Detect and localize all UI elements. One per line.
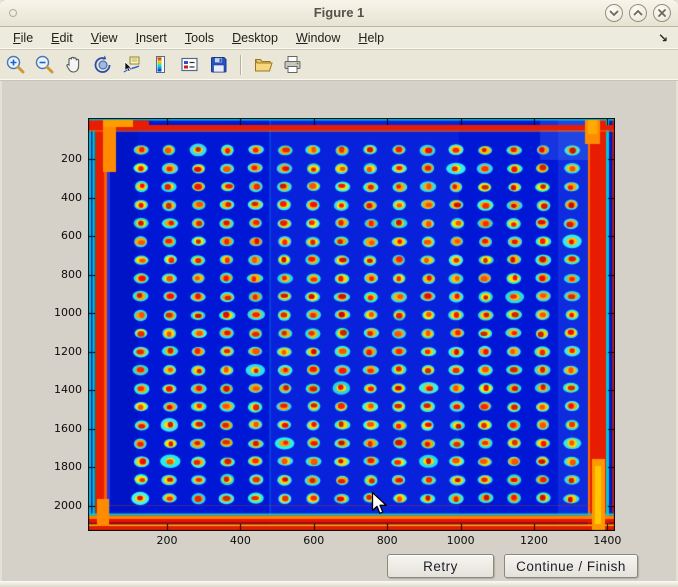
rotate-3d-icon xyxy=(94,55,111,73)
menu-desktop[interactable]: Desktop xyxy=(232,30,278,45)
zoom-in-button[interactable] xyxy=(3,52,28,77)
figure-toolbar xyxy=(0,50,678,79)
x-tick-label: 600 xyxy=(303,534,325,547)
close-button[interactable] xyxy=(653,4,671,22)
continue-finish-button[interactable]: Continue / Finish xyxy=(504,554,638,578)
rotate-3d-button[interactable] xyxy=(90,52,115,77)
hand-icon xyxy=(66,56,80,73)
save-icon xyxy=(211,57,227,73)
window-bottom-edge xyxy=(0,581,678,587)
pan-button[interactable] xyxy=(61,52,86,77)
printer-icon xyxy=(284,56,301,73)
print-figure-button[interactable] xyxy=(280,52,305,77)
window-controls xyxy=(605,4,671,22)
y-tick-label: 1400 xyxy=(54,383,82,396)
window-title: Figure 1 xyxy=(313,5,365,20)
zoom-in-icon xyxy=(6,55,25,74)
y-tick-label: 2000 xyxy=(54,498,82,512)
y-tick-label: 200 xyxy=(61,152,82,165)
chevron-down-icon xyxy=(609,10,619,17)
menu-bar: File Edit View Insert Tools Desktop Wind… xyxy=(0,27,678,48)
minimize-button[interactable] xyxy=(605,4,623,22)
menu-tools[interactable]: Tools xyxy=(184,30,215,45)
menu-file[interactable]: File xyxy=(13,30,34,45)
close-icon xyxy=(658,9,666,17)
zoom-out-icon xyxy=(35,55,54,74)
x-tick-label: 1400 xyxy=(593,534,622,547)
x-tick-label: 400 xyxy=(229,534,251,547)
x-tick-label: 800 xyxy=(376,534,398,547)
maximize-button[interactable] xyxy=(629,4,647,22)
dock-figure-icon[interactable]: ↘ xyxy=(657,30,668,45)
toolbar-separator xyxy=(240,54,242,75)
y-tick-label: 1800 xyxy=(54,460,82,473)
y-tick-label: 1000 xyxy=(54,306,82,319)
y-tick-label: 1600 xyxy=(54,421,82,435)
menu-help[interactable]: Help xyxy=(358,30,385,45)
y-tick-label: 600 xyxy=(61,229,82,242)
colorbar-icon xyxy=(156,56,165,73)
save-figure-button[interactable] xyxy=(206,52,231,77)
y-tick-label: 1200 xyxy=(54,344,82,358)
menu-window[interactable]: Window xyxy=(295,30,341,45)
retry-button[interactable]: Retry xyxy=(387,554,494,578)
legend-icon xyxy=(181,57,198,72)
chevron-up-icon xyxy=(633,9,643,16)
y-tick-label: 400 xyxy=(61,190,82,204)
figure-image[interactable] xyxy=(88,118,615,531)
x-tick-label: 1000 xyxy=(446,534,475,547)
x-tick-label: 1200 xyxy=(520,534,548,547)
insert-legend-button[interactable] xyxy=(177,52,202,77)
open-folder-icon xyxy=(255,59,273,72)
data-cursor-icon xyxy=(123,56,140,73)
menu-view[interactable]: View xyxy=(90,30,118,45)
x-tick-label: 200 xyxy=(156,534,178,547)
window-menu-icon[interactable] xyxy=(9,9,17,17)
open-file-button[interactable] xyxy=(251,52,276,77)
y-tick-label: 800 xyxy=(61,267,82,281)
title-bar: Figure 1 xyxy=(0,0,678,27)
menu-edit[interactable]: Edit xyxy=(51,30,73,45)
zoom-out-button[interactable] xyxy=(32,52,57,77)
menu-insert[interactable]: Insert xyxy=(135,30,167,45)
insert-colorbar-button[interactable] xyxy=(148,52,173,77)
data-cursor-button[interactable] xyxy=(119,52,144,77)
